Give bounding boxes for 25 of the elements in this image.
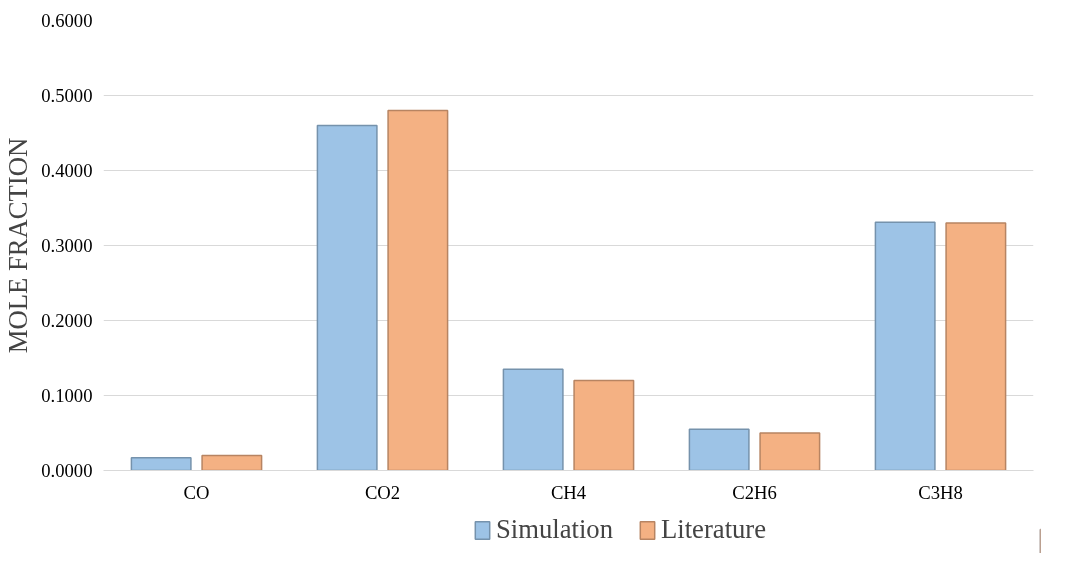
bar: [573, 379, 635, 471]
bar: [201, 454, 263, 471]
legend-label: Literature: [661, 514, 767, 545]
bar: [874, 221, 936, 471]
bar: [759, 432, 821, 471]
bar: [130, 457, 192, 471]
y-tick-label: 0.2000: [41, 310, 93, 331]
y-tick-label: 0.6000: [41, 10, 93, 31]
bar: [945, 222, 1007, 471]
bar: [688, 428, 750, 471]
y-axis-title: MOLE FRACTION: [3, 137, 34, 354]
y-tick-label: 0.0000: [41, 460, 93, 481]
x-tick-label: C3H8: [918, 481, 963, 503]
bar: [316, 124, 378, 471]
bar: [502, 368, 564, 471]
y-tick-label: 0.1000: [41, 385, 93, 406]
x-tick-label: CO2: [364, 481, 401, 503]
legend-label: Simulation: [496, 514, 613, 545]
bar: [387, 109, 449, 471]
x-tick-label: CH4: [550, 481, 587, 503]
y-tick-label: 0.5000: [41, 85, 93, 106]
y-tick-label: 0.3000: [41, 235, 93, 256]
x-tick-label: CO: [183, 481, 210, 503]
x-tick-label: C2H6: [732, 481, 777, 503]
y-tick-label: 0.4000: [41, 160, 93, 181]
